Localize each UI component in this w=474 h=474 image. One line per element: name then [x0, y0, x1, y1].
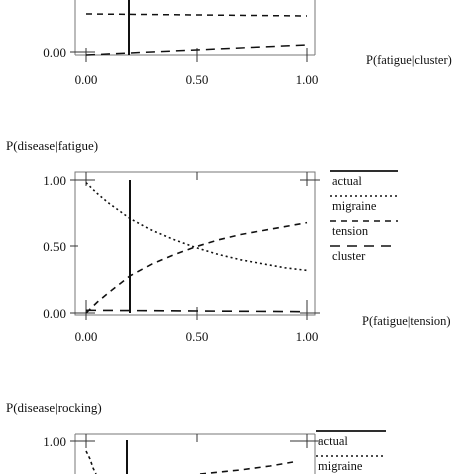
- panel-2-series-cluster: [85, 309, 308, 313]
- panel-3-legend-label-migraine: migraine: [318, 459, 363, 473]
- panel-1-ytick-label-0: 0.00: [43, 45, 66, 60]
- panel-1-xlabel: P(fatigue|cluster): [366, 53, 452, 67]
- panel-2-frame: [74, 171, 316, 316]
- panel-2-series-migraine: [85, 182, 308, 272]
- panel-2-ytick-label-1: 0.50: [43, 239, 66, 254]
- panel-1-xtick-label-0: 0.00: [75, 72, 98, 87]
- panel-3-series-dashed: [199, 461, 294, 474]
- panel-1-xtick-label-1: 0.50: [186, 72, 209, 87]
- panel-2-xtick-label-0: 0.00: [75, 329, 98, 344]
- panel-2-legend-label-actual: actual: [332, 174, 362, 188]
- panel-1-series-upper: [85, 13, 308, 17]
- panel-3-legend-label-actual: actual: [318, 434, 348, 448]
- panel-1-series-lower: [85, 44, 308, 56]
- panel-2-legend-label-tension: tension: [332, 224, 369, 238]
- panel-2-ytick-label-0: 1.00: [43, 173, 66, 188]
- panel-2-xtick-label-1: 0.50: [186, 329, 209, 344]
- panel-3-ytick-label-0: 1.00: [43, 434, 66, 449]
- panel-2-xtick-label-2: 1.00: [296, 329, 319, 344]
- panel-2-series-tension: [85, 221, 308, 314]
- panel-2-ytick-label-2: 0.00: [43, 306, 66, 321]
- panel-3-series-migraine: [85, 450, 97, 474]
- panel-1: 0.00 0.00 0.50 1.00 P(fatigue|cluster): [43, 0, 452, 87]
- panel-3: P(disease|rocking) 1.00 actual migraine: [6, 400, 386, 474]
- panel-2-title: P(disease|fatigue): [6, 138, 98, 153]
- panel-3-title: P(disease|rocking): [6, 400, 102, 415]
- panel-2-legend-label-cluster: cluster: [332, 249, 366, 263]
- panel-2-xlabel: P(fatigue|tension): [362, 314, 451, 328]
- panel-2-legend-label-migraine: migraine: [332, 199, 377, 213]
- panel-1-xtick-label-2: 1.00: [296, 72, 319, 87]
- panel-2: P(disease|fatigue) 1.00 0.50 0.00 0.00 0…: [6, 138, 451, 344]
